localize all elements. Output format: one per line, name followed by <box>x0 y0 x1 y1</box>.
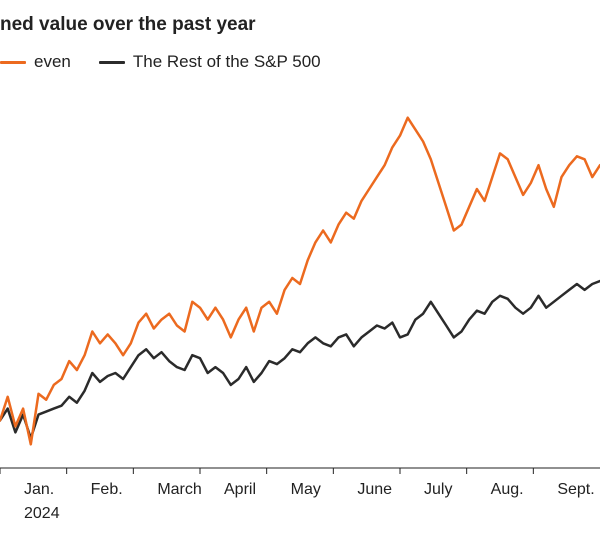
x-tick-label: May <box>291 481 321 498</box>
legend-label-b: The Rest of the S&P 500 <box>133 52 321 72</box>
x-tick-label: Sept. <box>557 481 594 498</box>
chart-svg: Jan. Feb. March April May June July Aug. Sept. 20… <box>0 90 600 536</box>
x-tick-label: June <box>357 481 392 498</box>
legend-item-series-a: even <box>0 52 71 72</box>
x-tick-label: July <box>424 481 452 498</box>
x-tick-label: Jan. <box>24 481 54 498</box>
legend: even The Rest of the S&P 500 <box>0 42 600 90</box>
legend-item-series-b: The Rest of the S&P 500 <box>99 52 321 72</box>
line-chart: Jan. Feb. March April May June July Aug. Sept. 20… <box>0 90 600 536</box>
legend-swatch-a <box>0 61 26 64</box>
x-tick-label: Aug. <box>491 481 524 498</box>
chart-title: ned value over the past year <box>0 0 600 42</box>
x-tick-label: March <box>157 481 201 498</box>
x-tick-label: Feb. <box>91 481 123 498</box>
series-line-mag-seven <box>0 118 600 445</box>
series-line-rest-sp500 <box>0 281 600 438</box>
x-tick-label: April <box>224 481 256 498</box>
legend-swatch-b <box>99 61 125 64</box>
legend-label-a: even <box>34 52 71 72</box>
x-axis-year-label: 2024 <box>24 505 60 522</box>
